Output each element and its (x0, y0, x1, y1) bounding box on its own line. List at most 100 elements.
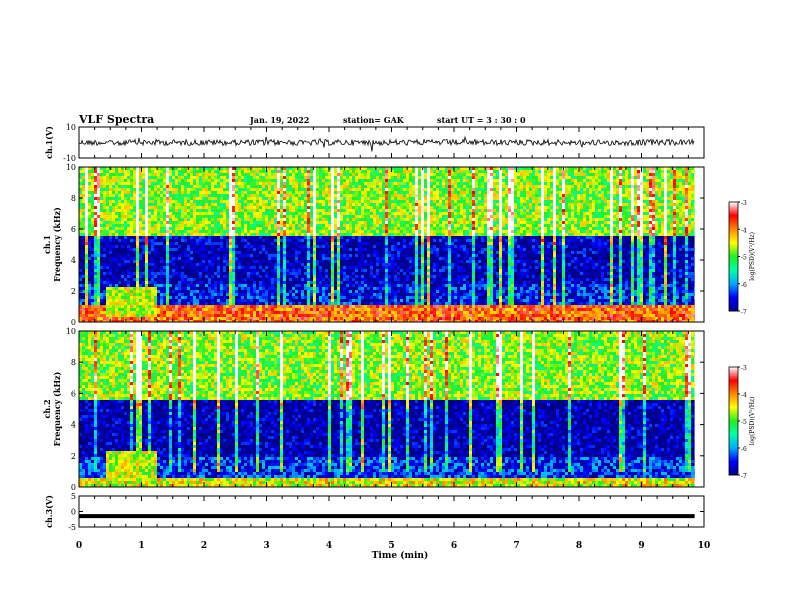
ch1-spectrogram-cell (223, 293, 226, 296)
ch1-spectrogram-cell (208, 302, 211, 305)
ch1-spectrogram-cell (358, 185, 361, 188)
ch1-spectrogram-cell (262, 272, 265, 275)
ch1-spectrogram-cell (196, 299, 199, 302)
ch1-spectrogram-cell (310, 236, 313, 239)
ch1-spectrogram-cell (340, 197, 343, 200)
ch1-spectrogram-cell (97, 284, 100, 287)
ch1-spectrogram-cell (154, 185, 157, 188)
ch1-spectrogram-cell (316, 269, 319, 272)
ch1-spectrogram-cell (178, 194, 181, 197)
ch1-spectrogram-cell (82, 185, 85, 188)
ch1-spectrogram-cell (154, 269, 157, 272)
ch1-spectrogram-cell (340, 233, 343, 236)
ch1-spectrogram-cell (241, 266, 244, 269)
ch1-spectrogram-cell (208, 308, 211, 311)
ch1-spectrogram-cell (232, 272, 235, 275)
ch1-spectrogram-cell (280, 194, 283, 197)
ch1-spectrogram-cell (334, 197, 337, 200)
ch1-spectrogram-cell (166, 257, 169, 260)
ch1-spectrogram-cell (223, 287, 226, 290)
ch1-spectrogram-cell (109, 302, 112, 305)
ch1-spectrogram-cell (109, 182, 112, 185)
ch1-spectrogram-cell (205, 263, 208, 266)
ch1-spectrogram-cell (160, 188, 163, 191)
ch1-spectrogram-cell (160, 173, 163, 176)
ch1-spectrogram-cell (121, 266, 124, 269)
ch1-spectrogram-cell (91, 206, 94, 209)
ch1-spectrogram-cell (157, 227, 160, 230)
ch1-spectrogram-cell (337, 290, 340, 293)
ch1-spectrogram-cell (106, 290, 109, 293)
ch1-spectrogram-cell (319, 293, 322, 296)
ch1-spectrogram-cell (196, 284, 199, 287)
ch1-spectrogram-cell (106, 197, 109, 200)
ch1-spectrogram-cell (226, 179, 229, 182)
ch1-spectrogram-cell (118, 278, 121, 281)
ch1-spectrogram-cell (103, 176, 106, 179)
ch1-spectrogram-cell (196, 233, 199, 236)
ch1-spectrogram-cell (256, 242, 259, 245)
ch1-spectrogram-cell (202, 200, 205, 203)
ch1-spectrogram-cell (319, 296, 322, 299)
ch1-spectrogram-cell (130, 260, 133, 263)
ch1-spectrogram-cell (196, 287, 199, 290)
ch1-spectrogram-cell (85, 254, 88, 257)
ch1-spectrogram-cell (340, 254, 343, 257)
ch1-spectrogram-cell (322, 275, 325, 278)
ch1-spectrogram-cell (190, 278, 193, 281)
ch1-spectrogram-cell (208, 206, 211, 209)
ch1-spectrogram-cell (88, 182, 91, 185)
ch1-spectrogram-cell (118, 197, 121, 200)
ch1-spectrogram-cell (160, 299, 163, 302)
ch1-spectrogram-cell (268, 218, 271, 221)
ch1-spectrogram-cell (166, 266, 169, 269)
ch1-spectrogram-cell (340, 176, 343, 179)
ch1-spectrogram-cell (304, 257, 307, 260)
ch1-spectrogram-cell (340, 284, 343, 287)
ch1-spectrogram-cell (124, 170, 127, 173)
ch1-spectrogram-cell (316, 185, 319, 188)
ch1-spectrogram-cell (157, 200, 160, 203)
ch1-spectrogram-cell (163, 230, 166, 233)
ch1-spectrogram-cell (145, 317, 148, 320)
ch1-spectrogram-cell (325, 206, 328, 209)
ch1-spectrogram-cell (265, 272, 268, 275)
ch1-spectrogram-cell (292, 263, 295, 266)
ch1-spectrogram-cell (196, 245, 199, 248)
ch1-spectrogram-cell (127, 224, 130, 227)
ch1-spectrogram-cell (196, 167, 199, 170)
ch1-spectrogram-cell (259, 170, 262, 173)
ch1-spectrogram-cell (148, 275, 151, 278)
ch1-spectrogram-cell (103, 317, 106, 320)
ch1-spectrogram-cell (172, 245, 175, 248)
ch1-spectrogram-cell (358, 251, 361, 254)
ch1-spectrogram-cell (190, 227, 193, 230)
ch1-spectrogram-cell (172, 194, 175, 197)
ch1-spectrogram-cell (220, 185, 223, 188)
ch1-spectrogram-cell (337, 185, 340, 188)
ch1-spectrogram-cell (217, 212, 220, 215)
ch1-spectrogram-cell (184, 320, 187, 322)
ch1-spectrogram-cell (166, 302, 169, 305)
ch1-spectrogram-cell (94, 239, 97, 242)
ch1-spectrogram-cell (322, 287, 325, 290)
ch1-spectrogram-cell (190, 212, 193, 215)
ch1-spectrogram-cell (214, 176, 217, 179)
ch1-spectrogram-cell (142, 182, 145, 185)
ch1-spectrogram-cell (280, 293, 283, 296)
ch1-spectrogram-cell (109, 281, 112, 284)
ch1-spectrogram-cell (319, 191, 322, 194)
ch1-spectrogram-cell (220, 212, 223, 215)
ch1-spectrogram-cell (157, 179, 160, 182)
ch1-spectrogram-cell (331, 284, 334, 287)
ch1-spectrogram-cell (193, 197, 196, 200)
ch1-spectrogram-cell (331, 275, 334, 278)
ch1-spectrogram-cell (250, 188, 253, 191)
ch1-spectrogram-cell (205, 302, 208, 305)
ch1-spectrogram-cell (358, 245, 361, 248)
ch1-spectrogram-cell (313, 212, 316, 215)
ch1-spectrogram-cell (265, 281, 268, 284)
ch1-spectrogram-cell (223, 224, 226, 227)
ch1-spectrogram-cell (268, 212, 271, 215)
ch1-spectrogram-cell (295, 167, 298, 170)
